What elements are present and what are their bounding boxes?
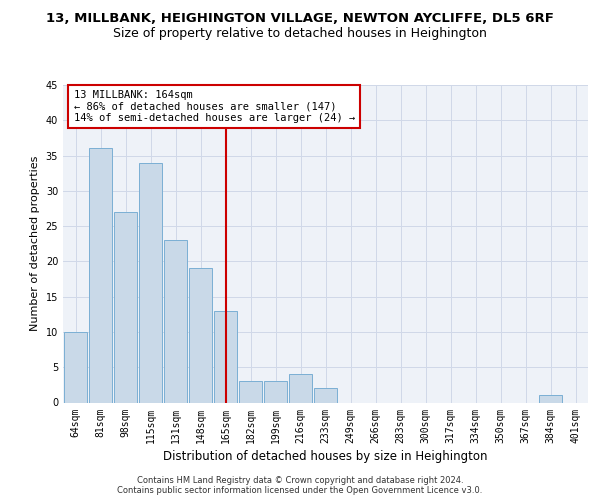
Bar <box>64 332 88 402</box>
Text: 13, MILLBANK, HEIGHINGTON VILLAGE, NEWTON AYCLIFFE, DL5 6RF: 13, MILLBANK, HEIGHINGTON VILLAGE, NEWTO… <box>46 12 554 26</box>
Bar <box>263 382 287 402</box>
Text: Contains HM Land Registry data © Crown copyright and database right 2024.
Contai: Contains HM Land Registry data © Crown c… <box>118 476 482 495</box>
Bar <box>539 396 562 402</box>
Bar <box>289 374 313 402</box>
Bar <box>113 212 137 402</box>
Text: 13 MILLBANK: 164sqm
← 86% of detached houses are smaller (147)
14% of semi-detac: 13 MILLBANK: 164sqm ← 86% of detached ho… <box>74 90 355 123</box>
X-axis label: Distribution of detached houses by size in Heighington: Distribution of detached houses by size … <box>163 450 488 462</box>
Bar <box>164 240 187 402</box>
Y-axis label: Number of detached properties: Number of detached properties <box>30 156 40 332</box>
Text: Size of property relative to detached houses in Heighington: Size of property relative to detached ho… <box>113 28 487 40</box>
Bar <box>139 162 163 402</box>
Bar <box>89 148 112 402</box>
Bar <box>314 388 337 402</box>
Bar <box>214 311 238 402</box>
Bar <box>188 268 212 402</box>
Bar <box>239 382 262 402</box>
